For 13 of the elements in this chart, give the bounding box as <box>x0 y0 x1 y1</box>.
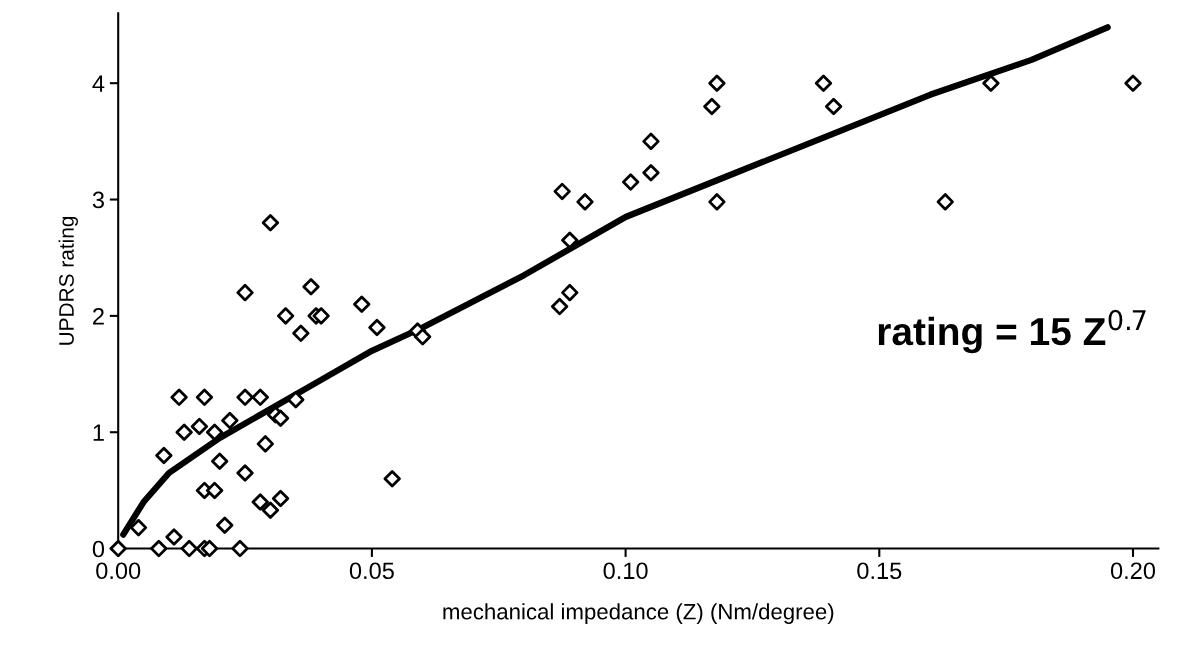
y-tick-label: 0 <box>92 540 105 558</box>
x-tick-label: 0.15 <box>857 562 902 580</box>
y-tick-label: 3 <box>92 191 104 209</box>
x-axis-title: mechanical impedance (Z) (Nm/degree) <box>443 603 834 624</box>
y-tick-label: 1 <box>93 424 104 441</box>
y-tick-label: 4 <box>92 75 105 92</box>
x-tick-label: 0.10 <box>603 562 648 580</box>
x-tick-label: 0.00 <box>96 562 141 580</box>
x-tick-label: 0.05 <box>349 562 394 580</box>
y-axis-title: UPDRS rating <box>58 216 78 345</box>
annotation: rating = 15 Z$^{0.7}$ <box>878 309 1146 354</box>
x-tick-label: 0.20 <box>1110 562 1156 580</box>
y-tick-label: 2 <box>93 307 104 325</box>
